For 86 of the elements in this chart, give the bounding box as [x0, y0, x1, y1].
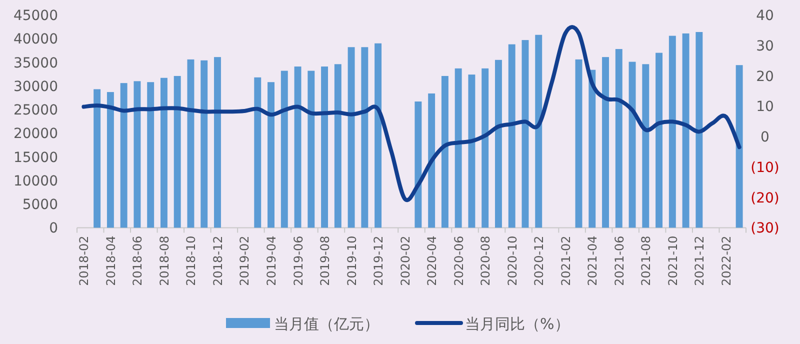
bar	[468, 74, 476, 228]
x-tick-label: 2020-12	[532, 236, 546, 286]
bar	[414, 102, 422, 228]
x-tick-label: 2021-06	[612, 236, 626, 286]
y-tick-label: 10000	[13, 173, 58, 190]
y-tick-label: 25000	[13, 102, 58, 119]
bar	[374, 43, 382, 228]
x-tick-label: 2019-02	[238, 236, 252, 286]
bar	[361, 47, 368, 228]
bar	[334, 64, 342, 228]
bar	[656, 52, 663, 228]
x-tick-label: 2021-12	[692, 236, 707, 286]
y-tick-label: 0	[49, 220, 58, 237]
bar	[147, 82, 154, 228]
bar	[522, 40, 529, 228]
y2-tick-label: (20)	[750, 190, 780, 206]
y-tick-label: 15000	[13, 150, 58, 166]
bar	[214, 57, 221, 228]
x-tick-label: 2018-10	[184, 236, 198, 286]
bar	[482, 68, 489, 228]
bar	[682, 33, 690, 228]
x-tick-label: 2020-06	[452, 236, 466, 286]
x-tick-label: 2018-12	[210, 236, 225, 286]
bar	[535, 34, 542, 228]
bar	[160, 78, 168, 228]
bar	[428, 93, 436, 228]
y-tick-label: 20000	[13, 126, 58, 142]
x-tick-label: 2021-02	[558, 236, 573, 286]
legend-label: 当月值（亿元）	[274, 315, 379, 333]
bar	[200, 60, 208, 228]
bar	[602, 57, 609, 228]
x-tick-label: 2020-10	[505, 236, 520, 286]
bar	[268, 82, 274, 228]
bar	[441, 76, 448, 228]
x-tick-label: 2019-12	[372, 236, 386, 286]
bar	[454, 68, 462, 228]
x-tick-label: 2018-04	[104, 236, 118, 286]
bar	[120, 83, 128, 228]
bar	[308, 70, 315, 228]
x-tick-label: 2018-08	[157, 236, 172, 286]
y2-tick-label: 40	[756, 8, 774, 24]
x-tick-label: 2021-08	[639, 236, 654, 286]
y-tick-label: 45000	[13, 8, 58, 24]
bar	[280, 70, 288, 228]
x-tick-label: 2021-04	[586, 236, 600, 286]
bar	[494, 60, 502, 228]
x-tick-label: 2020-02	[398, 236, 412, 286]
x-tick-label: 2019-06	[291, 236, 306, 286]
bar	[254, 77, 262, 228]
bar	[588, 70, 596, 228]
y2-tick-label: (30)	[750, 220, 780, 237]
x-tick-label: 2019-04	[264, 236, 279, 286]
x-tick-label: 2018-02	[77, 236, 92, 286]
bar	[508, 44, 516, 228]
bar	[642, 64, 650, 228]
y-tick-label: 35000	[13, 55, 58, 72]
bar	[187, 59, 194, 228]
y-tick-label: 5000	[22, 197, 58, 214]
x-tick-label: 2022-02	[719, 236, 734, 286]
bar	[348, 47, 355, 228]
x-tick-label: 2018-06	[130, 236, 145, 286]
bar	[615, 49, 622, 228]
bar	[174, 76, 181, 228]
x-tick-label: 2020-08	[478, 236, 493, 286]
bar	[134, 81, 141, 228]
y2-tick-label: 10	[756, 99, 774, 116]
y2-tick-label: (10)	[750, 160, 780, 176]
bar	[575, 59, 582, 228]
bar	[321, 66, 328, 228]
x-tick-label: 2019-10	[344, 236, 359, 286]
y2-tick-label: 20	[756, 68, 774, 85]
y-tick-label: 40000	[13, 32, 58, 48]
x-tick-label: 2020-04	[425, 236, 440, 286]
bar	[668, 36, 676, 228]
bar	[94, 89, 101, 228]
bar	[294, 66, 302, 228]
y2-tick-label: 30	[756, 38, 774, 54]
bar	[736, 65, 743, 228]
y-tick-label: 30000	[13, 78, 58, 95]
y2-tick-label: 0	[760, 130, 770, 146]
x-tick-label: 2019-08	[318, 236, 332, 286]
bar	[696, 32, 703, 228]
x-tick-label: 2021-10	[666, 236, 680, 286]
bar	[106, 92, 114, 228]
bar	[628, 62, 636, 228]
legend-label: 当月同比（%）	[465, 315, 570, 333]
